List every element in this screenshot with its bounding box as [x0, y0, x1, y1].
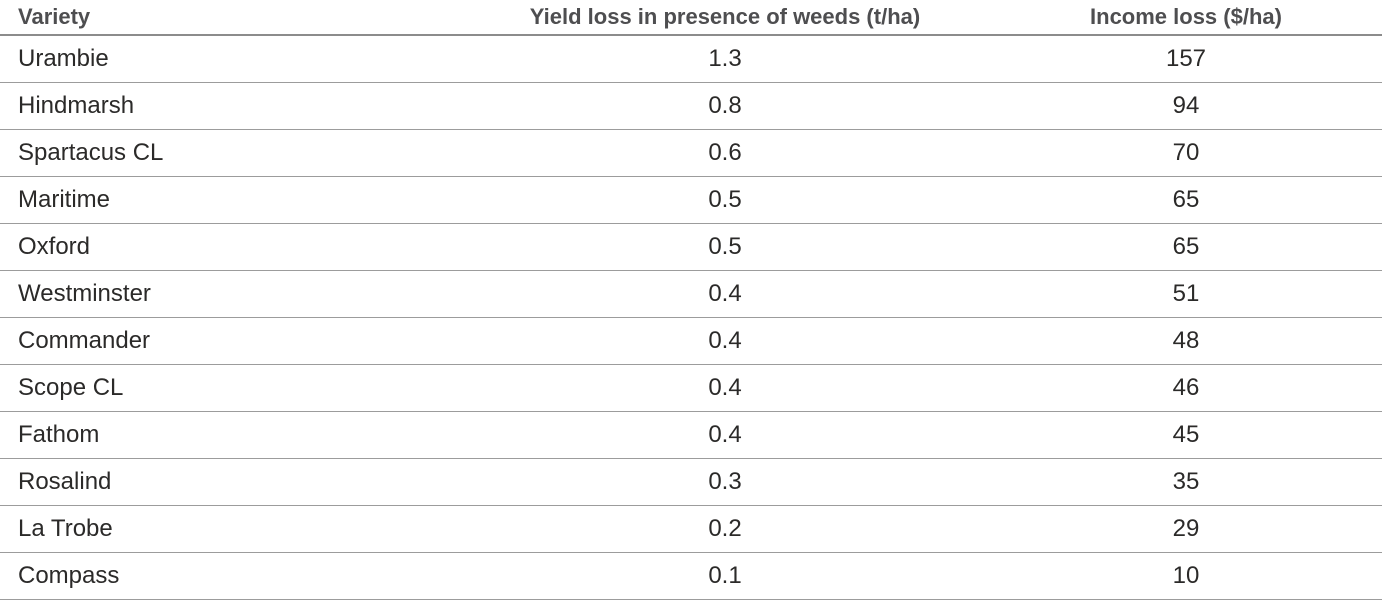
- yield-loss-cell: 0.4: [460, 364, 990, 412]
- income-loss-cell: 35: [990, 458, 1382, 506]
- yield-loss-cell: 0.4: [460, 270, 990, 318]
- income-loss-cell: 65: [990, 176, 1382, 224]
- variety-cell: Compass: [0, 552, 460, 600]
- variety-cell: La Trobe: [0, 505, 460, 553]
- table-row: Maritime 0.5 65: [0, 176, 1382, 224]
- table-row: La Trobe 0.2 29: [0, 505, 1382, 553]
- income-loss-cell: 48: [990, 317, 1382, 365]
- table-header-row: Variety Yield loss in presence of weeds …: [0, 0, 1382, 36]
- table-row: Oxford 0.5 65: [0, 223, 1382, 271]
- table-row: Spartacus CL 0.6 70: [0, 129, 1382, 177]
- variety-cell: Hindmarsh: [0, 82, 460, 130]
- income-loss-cell: 157: [990, 35, 1382, 83]
- yield-loss-cell: 1.3: [460, 35, 990, 83]
- variety-cell: Scope CL: [0, 364, 460, 412]
- table-row: Scope CL 0.4 46: [0, 364, 1382, 412]
- yield-loss-cell: 0.8: [460, 82, 990, 130]
- yield-loss-cell: 0.1: [460, 552, 990, 600]
- income-loss-cell: 29: [990, 505, 1382, 553]
- table-row: Commander 0.4 48: [0, 317, 1382, 365]
- column-header-income-loss: Income loss ($/ha): [990, 0, 1382, 36]
- table-body: Urambie 1.3 157 Hindmarsh 0.8 94 Spartac…: [0, 35, 1382, 600]
- variety-cell: Oxford: [0, 223, 460, 271]
- yield-loss-cell: 0.6: [460, 129, 990, 177]
- table-row: Hindmarsh 0.8 94: [0, 82, 1382, 130]
- yield-loss-cell: 0.4: [460, 317, 990, 365]
- variety-cell: Commander: [0, 317, 460, 365]
- table-row: Urambie 1.3 157: [0, 35, 1382, 83]
- variety-cell: Fathom: [0, 411, 460, 459]
- income-loss-cell: 46: [990, 364, 1382, 412]
- variety-cell: Westminster: [0, 270, 460, 318]
- table-row: Rosalind 0.3 35: [0, 458, 1382, 506]
- column-header-yield-loss: Yield loss in presence of weeds (t/ha): [460, 0, 990, 36]
- yield-loss-cell: 0.4: [460, 411, 990, 459]
- yield-loss-cell: 0.3: [460, 458, 990, 506]
- income-loss-cell: 51: [990, 270, 1382, 318]
- table-row: Fathom 0.4 45: [0, 411, 1382, 459]
- variety-cell: Urambie: [0, 35, 460, 83]
- variety-weed-loss-table: Variety Yield loss in presence of weeds …: [0, 0, 1382, 600]
- yield-loss-cell: 0.5: [460, 223, 990, 271]
- income-loss-cell: 10: [990, 552, 1382, 600]
- variety-cell: Maritime: [0, 176, 460, 224]
- income-loss-cell: 65: [990, 223, 1382, 271]
- yield-loss-cell: 0.2: [460, 505, 990, 553]
- column-header-variety: Variety: [0, 0, 460, 36]
- variety-cell: Rosalind: [0, 458, 460, 506]
- income-loss-cell: 45: [990, 411, 1382, 459]
- variety-cell: Spartacus CL: [0, 129, 460, 177]
- table-row: Westminster 0.4 51: [0, 270, 1382, 318]
- income-loss-cell: 94: [990, 82, 1382, 130]
- income-loss-cell: 70: [990, 129, 1382, 177]
- yield-loss-cell: 0.5: [460, 176, 990, 224]
- table-row: Compass 0.1 10: [0, 552, 1382, 600]
